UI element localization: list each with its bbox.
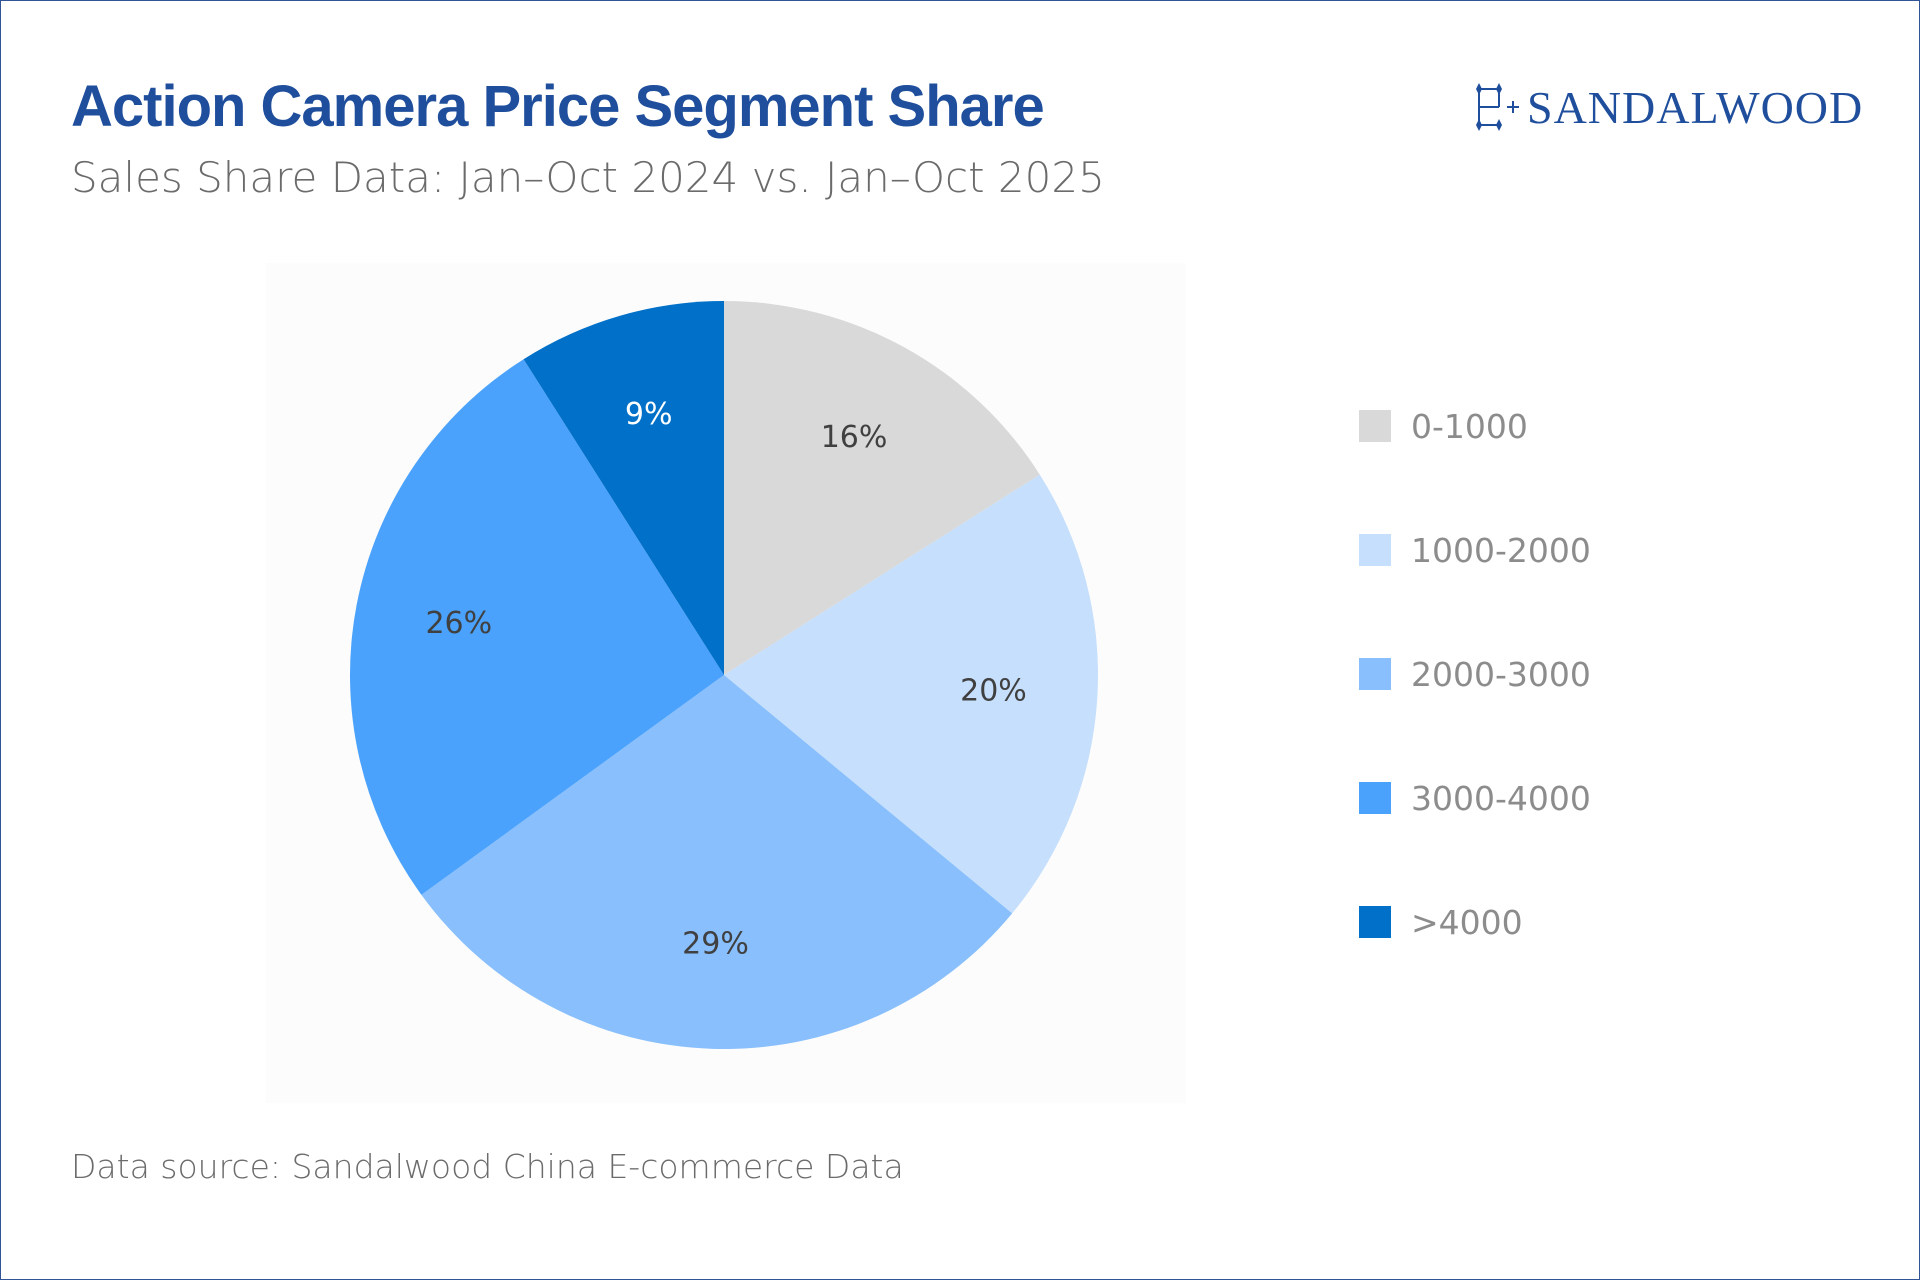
legend-item: 2000-3000 bbox=[1359, 654, 1591, 694]
brand-name: SANDALWOOD bbox=[1527, 81, 1864, 133]
data-source-note: Data source: Sandalwood China E-commerce… bbox=[71, 1147, 904, 1186]
chart-subtitle: Sales Share Data: Jan–Oct 2024 vs. Jan–O… bbox=[71, 153, 1105, 202]
legend-item: 1000-2000 bbox=[1359, 530, 1591, 570]
legend-swatch bbox=[1359, 782, 1391, 814]
plot-area bbox=[266, 263, 1186, 1103]
legend-item: 3000-4000 bbox=[1359, 778, 1591, 818]
legend-label: 3000-4000 bbox=[1411, 778, 1591, 818]
legend-swatch bbox=[1359, 658, 1391, 690]
legend-label: 2000-3000 bbox=[1411, 654, 1591, 694]
brand-logo: SANDALWOOD bbox=[1469, 79, 1863, 135]
sandalwood-logo-icon bbox=[1476, 83, 1519, 131]
legend-swatch bbox=[1359, 410, 1391, 442]
legend-item: 0-1000 bbox=[1359, 406, 1528, 446]
legend-swatch bbox=[1359, 906, 1391, 938]
legend-item: >4000 bbox=[1359, 902, 1523, 942]
chart-title: Action Camera Price Segment Share bbox=[71, 74, 1045, 139]
legend-label: 0-1000 bbox=[1411, 406, 1528, 446]
legend-label: >4000 bbox=[1411, 902, 1523, 942]
legend-label: 1000-2000 bbox=[1411, 530, 1591, 570]
legend-swatch bbox=[1359, 534, 1391, 566]
